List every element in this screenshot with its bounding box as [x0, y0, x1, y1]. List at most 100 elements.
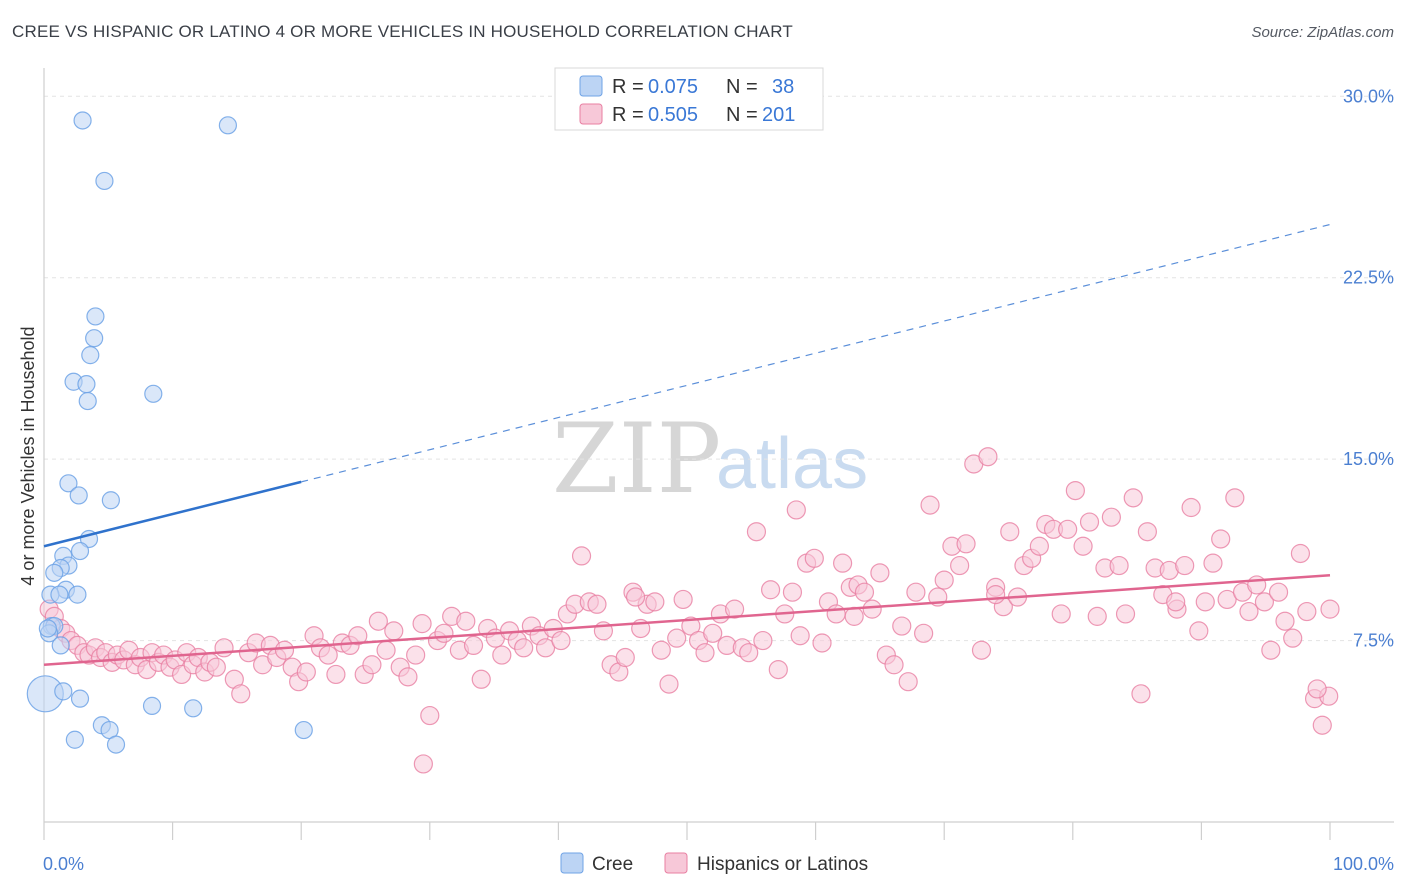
hispanic-point — [1307, 679, 1327, 699]
hispanic-point — [1073, 536, 1093, 556]
cree-point — [51, 636, 70, 655]
hispanic-trend-line — [43, 574, 1331, 667]
hispanic-point — [434, 623, 454, 643]
hispanic-point — [667, 628, 687, 648]
cree-point — [77, 375, 96, 394]
cree-point — [294, 720, 313, 740]
hispanic-point — [1290, 543, 1311, 564]
y-tick-labels: 7.5% 15.0% 22.5% 30.0% — [1343, 86, 1394, 650]
hispanic-point — [870, 563, 890, 583]
hispanic-point — [463, 635, 484, 656]
hispanic-point — [892, 616, 912, 636]
y-tick-label: 22.5% — [1343, 268, 1394, 288]
hispanic-point — [1058, 519, 1078, 539]
hispanic-point — [724, 599, 745, 619]
cree-point — [106, 735, 126, 754]
hispanic-point — [231, 684, 251, 704]
hispanic-points — [39, 447, 1340, 774]
x-tick-label-min: 0.0% — [43, 854, 84, 874]
hispanic-point — [1175, 555, 1195, 576]
hispanic-point — [914, 623, 934, 643]
cree-point — [142, 696, 162, 715]
hispanic-point — [1166, 592, 1186, 612]
cree-point — [184, 699, 203, 718]
hispanic-point — [368, 611, 388, 631]
hispanic-point — [1247, 575, 1267, 595]
hispanic-point — [812, 633, 832, 653]
hispanic-point — [1137, 522, 1157, 542]
cree-legend-swatch — [579, 75, 603, 97]
hispanic-point — [384, 621, 404, 641]
cree-point — [86, 307, 105, 326]
hispanic-point — [326, 664, 346, 685]
hispanic-point — [673, 589, 693, 610]
hispanic-point — [398, 667, 418, 687]
stats-legend: R = 0.075 N = 38 R = 0.505 N = 201 — [554, 67, 824, 131]
cree-series-swatch — [560, 852, 584, 874]
hispanic-point — [406, 645, 426, 665]
hispanic-point — [571, 546, 592, 566]
hispanic-point — [854, 582, 875, 602]
hispanic-point — [615, 647, 635, 668]
hispanic-point — [986, 585, 1006, 605]
hispanic-point — [1225, 488, 1245, 508]
hispanic-point — [274, 640, 295, 660]
y-tick-label: 15.0% — [1343, 449, 1394, 469]
hispanic-point — [956, 534, 976, 554]
hispanic-r-label: R = — [612, 104, 644, 126]
hispanic-point — [833, 553, 853, 573]
cree-point — [101, 491, 120, 510]
hispanic-point — [1181, 497, 1201, 518]
hispanic-point — [782, 582, 803, 602]
series-legend: Cree Hispanics or Latinos — [560, 852, 868, 875]
hispanic-point — [1320, 599, 1340, 619]
hispanic-point — [1123, 488, 1143, 508]
cree-point — [59, 474, 78, 493]
cree-point — [73, 111, 92, 130]
hispanic-point — [1254, 592, 1275, 612]
cree-r-label: R = — [612, 76, 644, 98]
hispanic-point — [1239, 601, 1259, 622]
hispanic-point — [214, 638, 234, 658]
cree-point — [50, 585, 69, 604]
hispanic-point — [551, 630, 571, 651]
hispanic-point — [695, 643, 715, 663]
cree-n-value: 38 — [772, 76, 794, 98]
hispanic-point — [412, 614, 432, 634]
hispanic-point — [703, 623, 723, 643]
hispanic-point — [362, 655, 382, 675]
hispanic-point — [862, 599, 882, 619]
cree-point — [65, 730, 84, 749]
cree-point — [69, 486, 88, 505]
hispanic-point — [645, 592, 665, 612]
cree-point — [70, 541, 90, 561]
hispanic-point — [420, 705, 440, 726]
trend-lines — [43, 223, 1331, 667]
hispanic-point — [535, 638, 556, 658]
hispanic-point — [514, 638, 534, 658]
hispanic-point — [1131, 684, 1151, 704]
hispanic-point — [753, 630, 773, 651]
hispanic-point — [1283, 628, 1303, 648]
hispanic-point — [1115, 604, 1136, 624]
hispanic-r-value: 0.505 — [648, 104, 698, 126]
cree-trend-line — [43, 480, 302, 548]
hispanic-point — [768, 659, 788, 680]
hispanic-point — [884, 655, 904, 675]
hispanic-point — [1312, 715, 1332, 735]
hispanic-point — [492, 645, 512, 665]
hispanic-point — [1189, 621, 1209, 641]
hispanic-point — [786, 500, 806, 520]
hispanic-point — [920, 495, 940, 515]
watermark-atlas: atlas — [716, 424, 868, 504]
cree-point — [144, 384, 163, 403]
hispanic-point — [1087, 606, 1107, 626]
hispanic-point — [906, 582, 926, 602]
hispanic-point — [1029, 536, 1049, 556]
hispanic-point — [978, 447, 998, 467]
cree-point — [218, 116, 237, 135]
hispanic-point — [898, 672, 918, 692]
hispanic-legend-swatch — [579, 103, 603, 125]
hispanic-point — [1101, 507, 1121, 527]
hispanic-point — [348, 626, 368, 646]
